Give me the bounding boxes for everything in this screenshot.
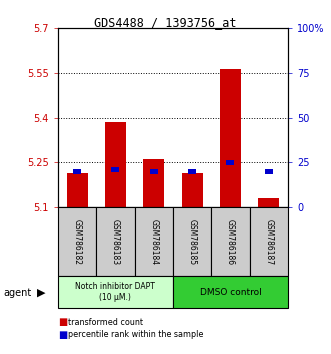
- Bar: [96, 207, 135, 276]
- Bar: [150, 169, 158, 173]
- Text: Notch inhibitor DAPT
(10 μM.): Notch inhibitor DAPT (10 μM.): [75, 282, 155, 302]
- Text: agent: agent: [3, 288, 31, 298]
- Text: ▶: ▶: [37, 288, 46, 298]
- Bar: [73, 169, 81, 173]
- Bar: [105, 122, 126, 207]
- Bar: [226, 160, 234, 165]
- Bar: [58, 276, 173, 308]
- Bar: [112, 167, 119, 172]
- Bar: [220, 69, 241, 207]
- Text: ■: ■: [58, 330, 67, 339]
- Bar: [135, 207, 173, 276]
- Bar: [258, 198, 279, 207]
- Bar: [173, 276, 288, 308]
- Text: GSM786182: GSM786182: [72, 219, 82, 264]
- Text: percentile rank within the sample: percentile rank within the sample: [68, 330, 203, 339]
- Bar: [173, 207, 211, 276]
- Text: GSM786183: GSM786183: [111, 218, 120, 265]
- Text: GDS4488 / 1393756_at: GDS4488 / 1393756_at: [94, 16, 237, 29]
- Bar: [188, 169, 196, 173]
- Text: DMSO control: DMSO control: [200, 287, 261, 297]
- Text: GSM786184: GSM786184: [149, 218, 158, 265]
- Text: GSM786185: GSM786185: [188, 218, 197, 265]
- Bar: [250, 207, 288, 276]
- Bar: [143, 159, 164, 207]
- Text: transformed count: transformed count: [68, 318, 143, 327]
- Text: GSM786186: GSM786186: [226, 218, 235, 265]
- Bar: [58, 207, 96, 276]
- Bar: [265, 169, 273, 173]
- Text: ■: ■: [58, 317, 67, 327]
- Bar: [67, 173, 88, 207]
- Bar: [211, 207, 250, 276]
- Text: GSM786187: GSM786187: [264, 218, 273, 265]
- Bar: [182, 173, 203, 207]
